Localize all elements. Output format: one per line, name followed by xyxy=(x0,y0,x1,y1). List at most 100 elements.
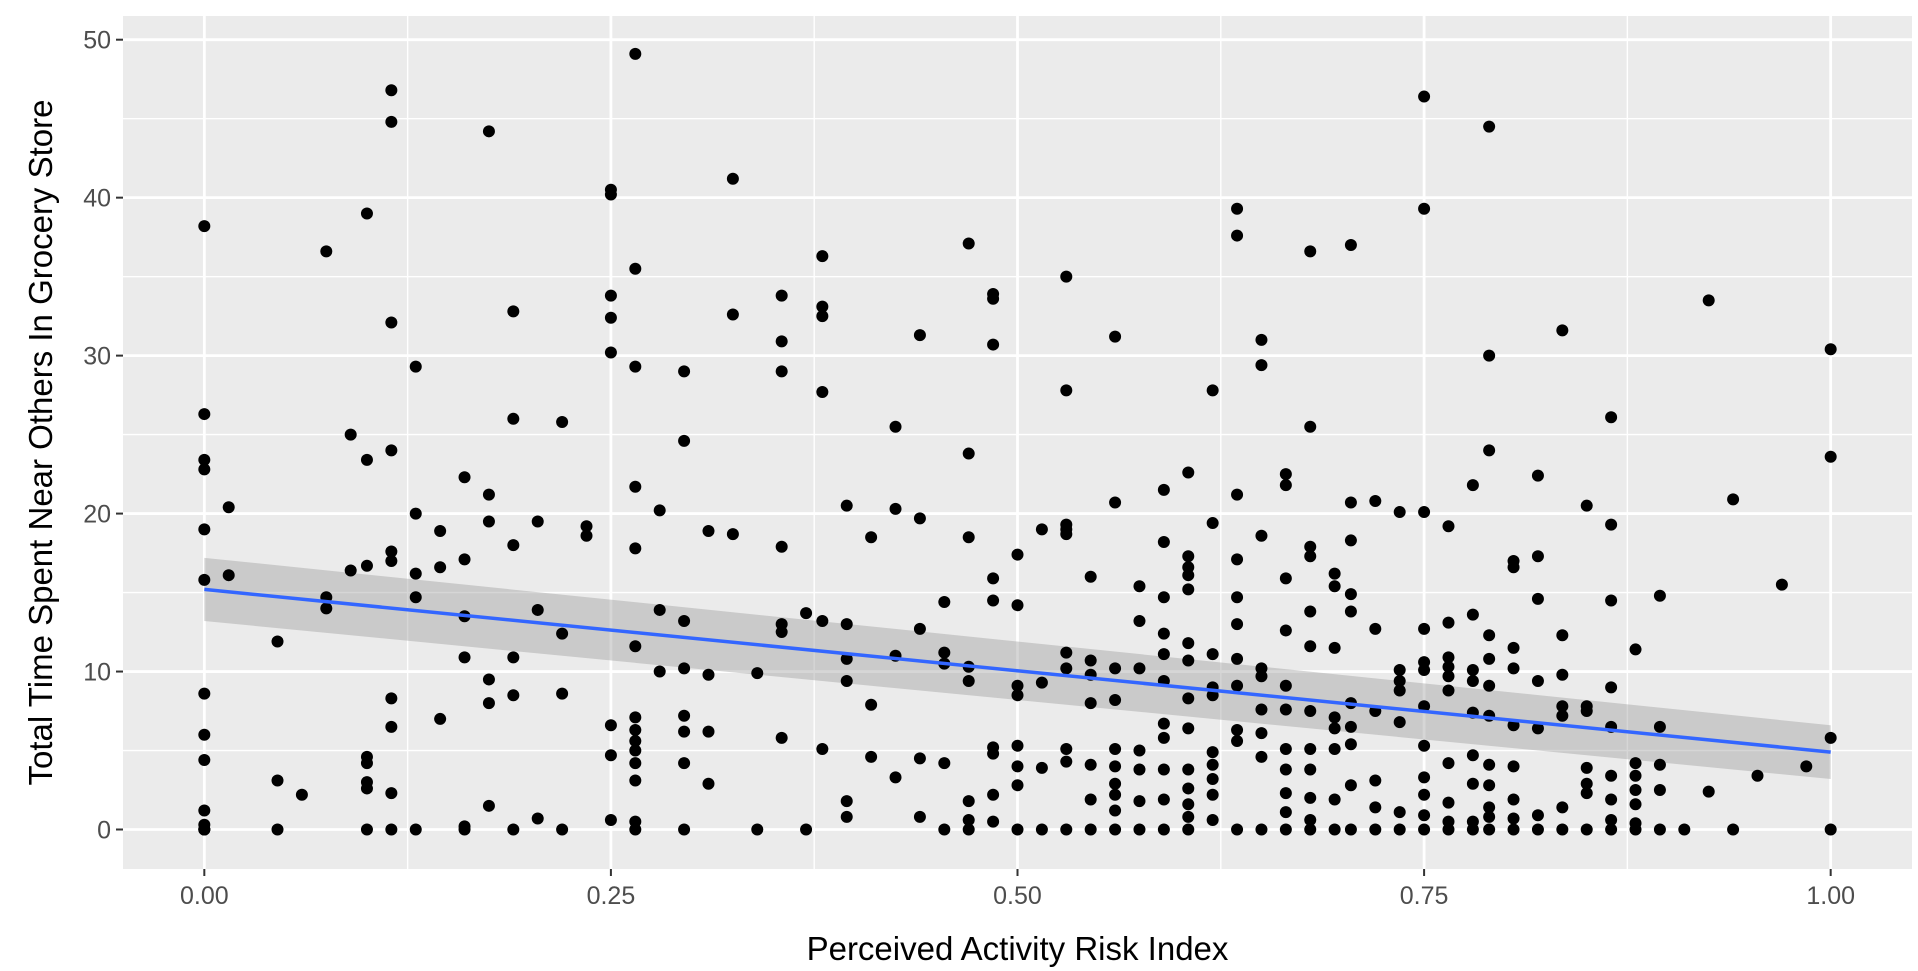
data-point xyxy=(938,646,951,659)
data-point xyxy=(1060,646,1073,659)
data-point xyxy=(271,774,284,787)
data-point xyxy=(1556,324,1569,337)
data-point xyxy=(1206,384,1219,397)
data-point xyxy=(1653,720,1666,733)
data-point xyxy=(409,360,422,373)
data-point xyxy=(385,823,398,836)
data-point xyxy=(938,596,951,609)
data-point xyxy=(1035,676,1048,689)
data-point xyxy=(1369,622,1382,635)
data-point xyxy=(1531,592,1544,605)
data-point xyxy=(816,300,829,313)
data-point xyxy=(1442,651,1455,664)
data-point xyxy=(1531,675,1544,688)
data-point xyxy=(1182,637,1195,650)
data-point xyxy=(604,289,617,302)
data-point xyxy=(385,787,398,800)
data-point xyxy=(1466,675,1479,688)
data-point xyxy=(1011,599,1024,612)
data-point xyxy=(1304,640,1317,653)
data-point xyxy=(1483,779,1496,792)
data-point xyxy=(1507,641,1520,654)
data-point xyxy=(556,687,569,700)
data-point xyxy=(1157,536,1170,549)
y-tick-label: 50 xyxy=(83,27,111,55)
data-point xyxy=(1109,777,1122,790)
data-point xyxy=(1653,758,1666,771)
data-point xyxy=(531,515,544,528)
data-point xyxy=(556,823,569,836)
data-point xyxy=(1328,823,1341,836)
data-point xyxy=(1328,742,1341,755)
data-point xyxy=(1556,823,1569,836)
data-point xyxy=(1507,760,1520,773)
data-point xyxy=(1279,624,1292,637)
data-point xyxy=(1344,738,1357,751)
data-point xyxy=(1255,727,1268,740)
data-point xyxy=(604,719,617,732)
data-point xyxy=(840,795,853,808)
data-point xyxy=(507,651,520,664)
data-point xyxy=(1133,744,1146,757)
data-point xyxy=(1824,450,1837,463)
data-point xyxy=(507,539,520,552)
data-point xyxy=(629,47,642,60)
data-point xyxy=(1442,757,1455,770)
data-point xyxy=(913,622,926,635)
data-point xyxy=(1369,823,1382,836)
data-point xyxy=(1133,662,1146,675)
data-point xyxy=(1653,823,1666,836)
data-point xyxy=(409,507,422,520)
data-point xyxy=(1035,761,1048,774)
data-point xyxy=(629,735,642,748)
data-point xyxy=(751,823,764,836)
data-point xyxy=(1556,801,1569,814)
data-point xyxy=(320,245,333,258)
data-point xyxy=(1060,384,1073,397)
x-tick-label: 1.00 xyxy=(1806,882,1855,910)
data-point xyxy=(678,709,691,722)
data-point xyxy=(962,531,975,544)
data-point xyxy=(198,728,211,741)
data-point xyxy=(726,308,739,321)
data-point xyxy=(198,754,211,767)
data-point xyxy=(913,329,926,342)
data-point xyxy=(1011,760,1024,773)
data-point xyxy=(580,529,593,542)
data-point xyxy=(1629,643,1642,656)
data-point xyxy=(865,750,878,763)
y-tick-label: 40 xyxy=(83,185,111,213)
data-point xyxy=(507,689,520,702)
data-point xyxy=(198,823,211,836)
data-point xyxy=(1157,627,1170,640)
data-point xyxy=(1182,692,1195,705)
data-point xyxy=(1775,578,1788,591)
data-point xyxy=(1133,580,1146,593)
data-point xyxy=(604,749,617,762)
x-tick-label: 0.75 xyxy=(1400,882,1449,910)
data-point xyxy=(1800,760,1813,773)
data-point xyxy=(1060,270,1073,283)
data-point xyxy=(1531,550,1544,563)
confidence-band xyxy=(204,557,1831,779)
data-point xyxy=(1580,777,1593,790)
data-point xyxy=(1483,810,1496,823)
data-point xyxy=(1418,622,1431,635)
data-point xyxy=(1182,763,1195,776)
data-point xyxy=(629,744,642,757)
data-point xyxy=(1084,570,1097,583)
data-point xyxy=(629,262,642,275)
data-point xyxy=(360,207,373,220)
data-point xyxy=(1418,506,1431,519)
data-point xyxy=(1133,763,1146,776)
data-point xyxy=(1393,506,1406,519)
data-point xyxy=(1182,466,1195,479)
data-point xyxy=(1157,731,1170,744)
data-point xyxy=(1206,814,1219,827)
data-point xyxy=(1483,679,1496,692)
data-point xyxy=(1605,594,1618,607)
data-point xyxy=(702,668,715,681)
data-point xyxy=(1328,711,1341,724)
data-point xyxy=(1084,654,1097,667)
